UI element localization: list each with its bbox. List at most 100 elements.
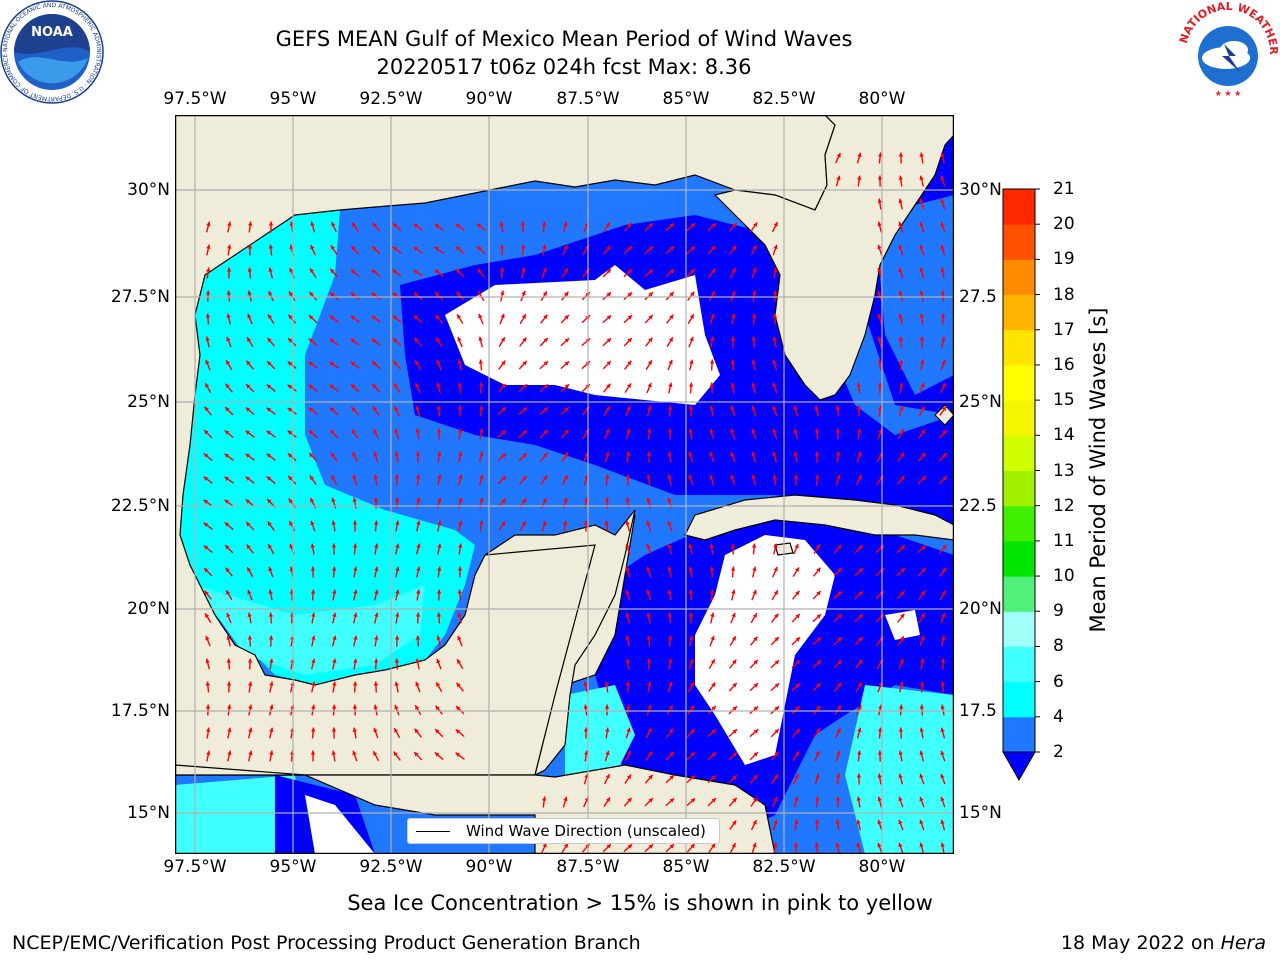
wave-arrow-head <box>374 566 379 572</box>
wave-arrow-head <box>648 292 654 297</box>
wave-arrow-head <box>732 706 738 711</box>
wave-arrow-head <box>373 520 379 525</box>
wave-arrow-head <box>351 406 356 412</box>
wave-arrow-head <box>392 315 398 320</box>
no-data-gulf <box>445 265 720 405</box>
wave-arrow-head <box>225 407 230 412</box>
wave-arrow-head <box>329 315 335 320</box>
wave-arrow-head <box>308 407 314 412</box>
wave-arrow-head <box>479 428 484 433</box>
wave-arrow-head <box>667 497 672 503</box>
wave-arrow-head <box>709 359 715 364</box>
wave-arrow-head <box>709 451 714 457</box>
colorbar-tick-label: 15 <box>1053 390 1075 411</box>
wave-arrow-head <box>627 315 633 320</box>
wave-arrow-head <box>437 474 442 479</box>
wave-arrow-head <box>479 474 484 480</box>
wave-arrow-head <box>206 267 211 272</box>
wave-arrow-head <box>415 451 421 456</box>
wave-arrow-head <box>521 314 526 319</box>
wave-arrow-head <box>246 384 251 389</box>
wave-arrow-head <box>647 405 652 411</box>
wave-arrow-head <box>245 430 251 435</box>
wave-arrow-head <box>247 658 253 663</box>
wave-arrow-head <box>501 360 506 366</box>
wave-arrow-head <box>268 589 273 594</box>
wave-arrow-head <box>752 245 757 250</box>
wave-arrow-head <box>501 383 506 389</box>
wave-arrow-head <box>563 244 568 250</box>
wave-arrow-head <box>415 635 421 640</box>
wave-arrow-head <box>773 566 778 572</box>
wave-arrow-head <box>669 751 674 757</box>
wave-arrow-head <box>690 728 695 734</box>
wave-arrow-head <box>564 384 570 389</box>
wave-arrow-head <box>815 728 820 733</box>
wave-arrow-head <box>435 729 440 734</box>
wave-arrow-head <box>690 291 695 297</box>
wave-arrow-head <box>456 682 461 688</box>
wave-arrow-head <box>646 566 651 572</box>
wave-arrow-head <box>669 728 674 734</box>
wave-arrow-head <box>455 729 461 734</box>
wave-arrow-head <box>814 819 820 824</box>
wave-arrow-head <box>815 544 820 549</box>
footer-org: NCEP/EMC/Verification Post Processing Pr… <box>12 932 641 954</box>
wave-arrow-head <box>309 291 314 297</box>
wave-arrow-head <box>477 268 482 274</box>
wave-arrow-head <box>921 476 926 481</box>
wave-arrow-head <box>331 566 337 571</box>
wave-arrow-head <box>627 774 632 780</box>
wave-arrow-head <box>311 658 316 664</box>
wave-arrow-head <box>794 819 799 824</box>
wave-arrow-head <box>203 545 209 550</box>
wave-arrow-head <box>730 428 735 434</box>
wave-arrow-head <box>605 451 610 457</box>
wave-arrow-head <box>626 383 631 388</box>
wave-arrow-head <box>837 660 842 665</box>
wave-arrow-head <box>415 681 420 687</box>
wave-arrow-head <box>648 798 653 803</box>
wave-arrow-head <box>329 292 335 297</box>
wave-arrow-head <box>646 520 651 526</box>
wave-arrow-head <box>226 267 232 272</box>
wave-arrow-head <box>434 752 440 757</box>
wave-arrow-head <box>856 750 862 755</box>
colorbar-segment <box>1003 435 1035 471</box>
wave-arrow-head <box>350 361 356 366</box>
wave-arrow-head <box>940 819 945 825</box>
wave-arrow-head <box>773 590 778 595</box>
colorbar-extend-triangle <box>1002 751 1036 782</box>
wave-arrow-head <box>477 246 482 251</box>
wave-arrow-head <box>815 796 820 801</box>
wave-arrow-head <box>564 429 569 435</box>
wave-arrow-head <box>919 842 924 848</box>
wave-arrow-head <box>690 246 696 251</box>
wave-arrow-head <box>919 704 925 709</box>
land-bahamas <box>934 404 954 426</box>
wave-arrow-head <box>394 497 400 502</box>
wave-arrow-head <box>689 658 694 664</box>
wave-arrow-head <box>877 221 882 227</box>
wave-arrow-head <box>225 545 230 550</box>
wave-arrow-head <box>669 291 674 297</box>
wave-arrow-head <box>374 635 379 640</box>
wave-arrow-head <box>900 475 905 481</box>
wave-arrow-head <box>773 267 778 272</box>
wave-arrow-head <box>773 222 778 227</box>
wave-arrow-head <box>816 660 822 665</box>
wave-arrow-head <box>836 705 841 710</box>
wave-arrow-head <box>543 430 548 435</box>
wave-arrow-head <box>331 520 336 525</box>
wave-arrow-head <box>648 774 653 780</box>
wave-arrow-head <box>269 750 274 755</box>
wave-arrow-head <box>394 635 400 640</box>
wave-arrow-head <box>751 359 756 364</box>
wave-arrow-head <box>353 635 358 641</box>
wave-arrow-head <box>287 407 293 412</box>
wave-arrow-head <box>395 589 400 595</box>
wave-arrow-head <box>331 222 336 227</box>
footer-date-text: 18 May 2022 on <box>1060 932 1215 954</box>
wave-arrow-head <box>435 292 440 297</box>
wave-arrow-head <box>795 660 801 665</box>
